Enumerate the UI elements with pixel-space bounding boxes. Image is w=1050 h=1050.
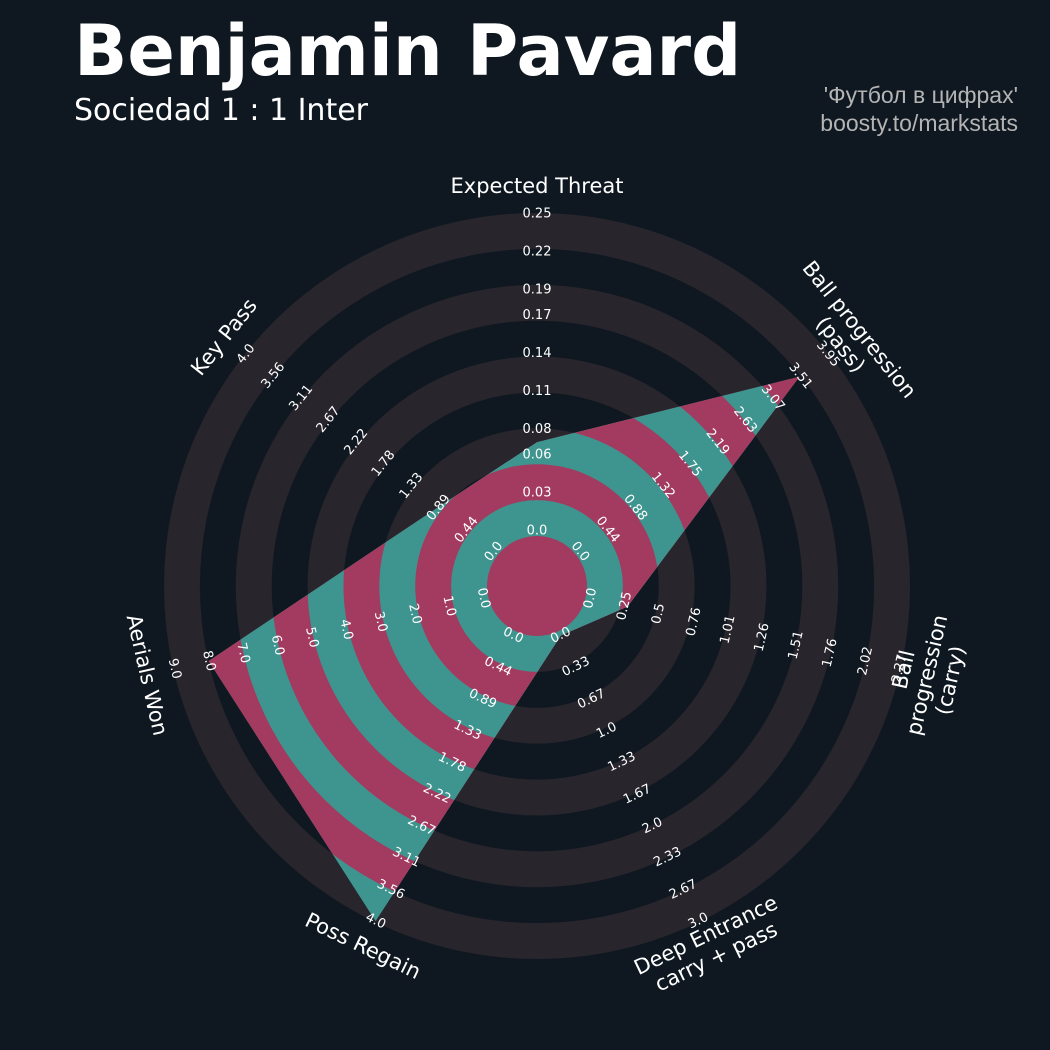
tick-label: 6.0 — [268, 634, 287, 658]
tick-label: 0.11 — [523, 384, 552, 399]
credit: 'Футбол в цифрах' — [823, 82, 1018, 108]
tick-label: 2.27 — [889, 653, 910, 685]
credit: boosty.to/markstats — [820, 110, 1018, 136]
tick-label: 1.76 — [820, 637, 841, 669]
tick-label: 0.03 — [523, 485, 552, 500]
tick-label: 1.0 — [439, 594, 458, 618]
tick-label: 2.0 — [405, 602, 424, 626]
tick-label: 0.25 — [614, 590, 635, 622]
tick-label: 7.0 — [233, 641, 252, 665]
axis-label: Expected Threat — [450, 174, 624, 198]
radar-band — [487, 536, 587, 636]
tick-label: 1.26 — [752, 622, 773, 654]
tick-label: 0.76 — [684, 606, 705, 638]
tick-label: 8.0 — [199, 649, 218, 673]
tick-label: 0.08 — [523, 422, 552, 437]
tick-label: 0.19 — [523, 283, 552, 298]
tick-label: 5.0 — [302, 626, 321, 650]
tick-label: 9.0 — [165, 657, 184, 681]
chart-subtitle: Sociedad 1 : 1 Inter — [74, 93, 368, 128]
tick-label: 1.01 — [718, 614, 739, 646]
tick-label: 0.5 — [649, 602, 668, 626]
tick-label: 0.14 — [523, 346, 552, 361]
tick-label: 0.06 — [523, 447, 552, 462]
tick-label: 0.0 — [581, 586, 600, 610]
tick-label: 4.0 — [336, 618, 355, 642]
tick-label: 2.02 — [855, 645, 876, 677]
tick-label: 0.0 — [474, 586, 493, 610]
tick-label: 1.51 — [786, 629, 807, 661]
tick-label: 3.0 — [371, 610, 390, 634]
tick-label: 0.22 — [523, 245, 552, 260]
tick-label: 0.17 — [523, 308, 552, 323]
tick-label: 0.25 — [523, 207, 552, 222]
tick-label: 0.0 — [527, 524, 548, 539]
chart-title: Benjamin Pavard — [74, 10, 742, 92]
